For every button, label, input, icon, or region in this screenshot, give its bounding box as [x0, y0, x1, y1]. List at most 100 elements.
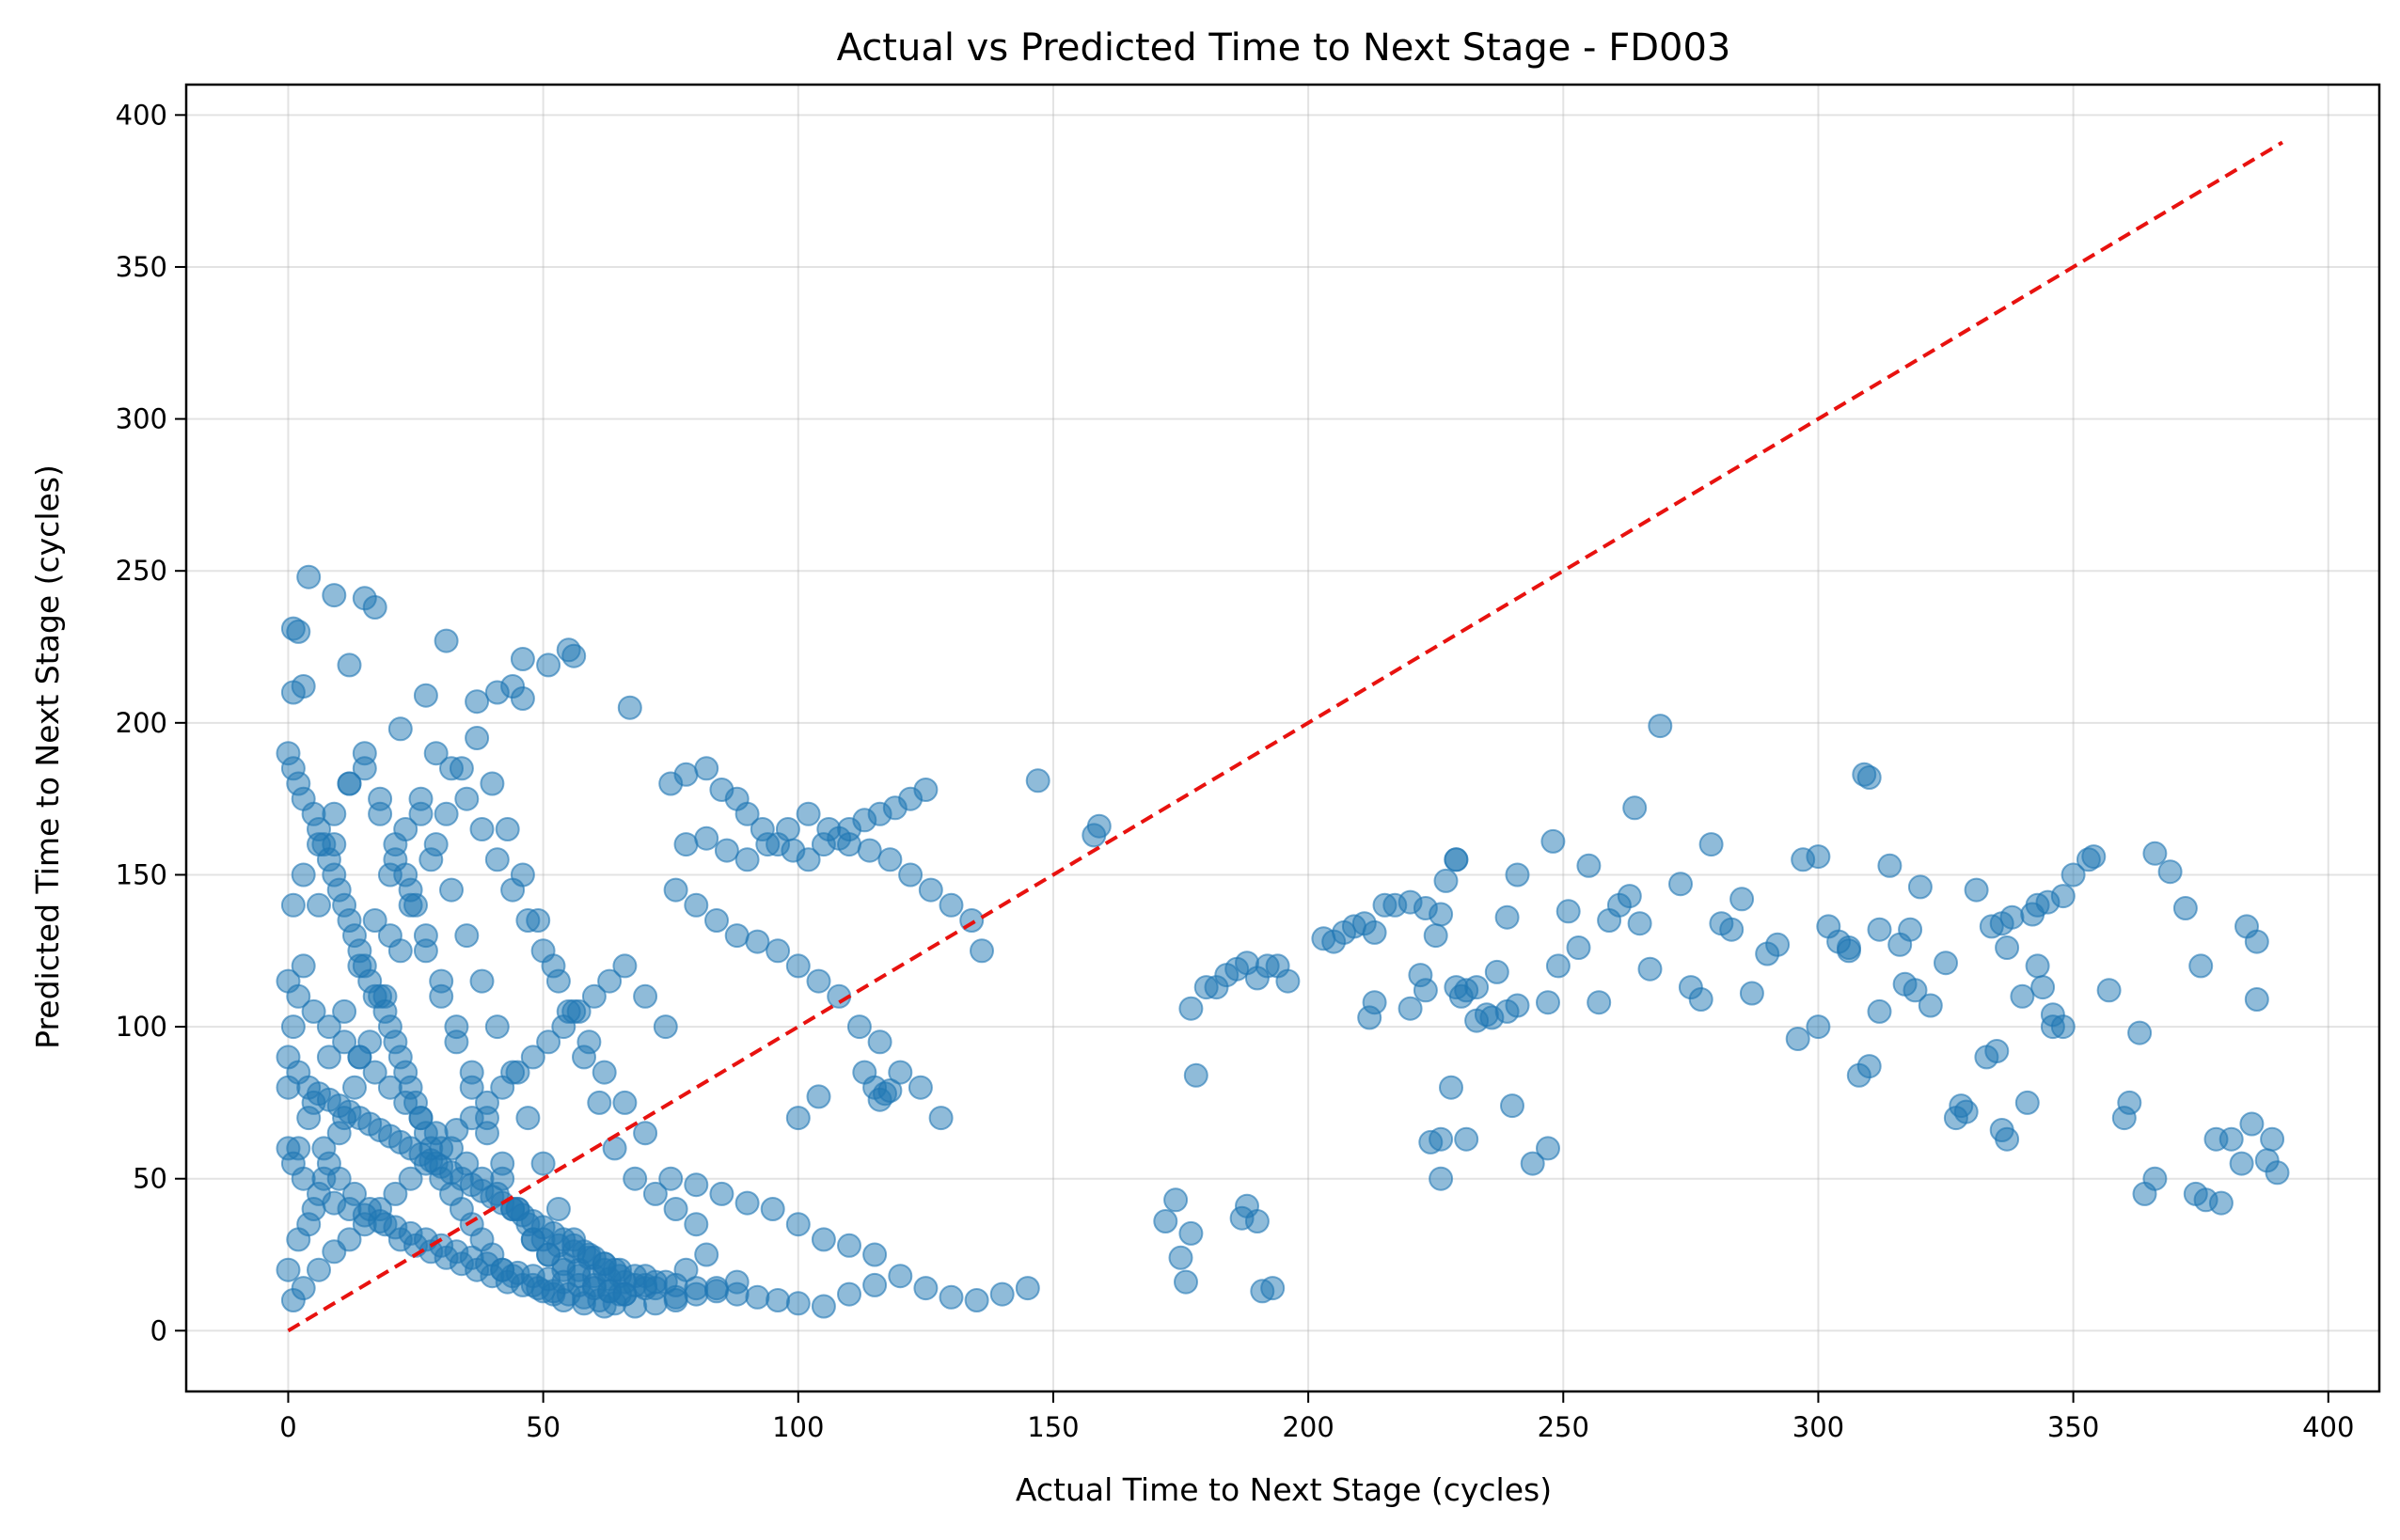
scatter-point	[766, 1288, 791, 1312]
scatter-point	[2244, 929, 2269, 954]
scatter-point	[377, 1075, 403, 1100]
y-tick-label: 50	[133, 1163, 167, 1195]
scatter-point	[1918, 993, 1943, 1018]
scatter-point	[1587, 990, 1612, 1015]
y-tick-label: 350	[116, 251, 167, 283]
scatter-point	[1423, 923, 1448, 949]
scatter-point	[1168, 1245, 1193, 1270]
scatter-point	[2014, 1090, 2040, 1115]
scatter-point	[663, 1272, 688, 1297]
scatter-point	[2188, 953, 2214, 979]
scatter-point	[1566, 935, 1591, 960]
scatter-point	[1953, 1099, 1979, 1124]
scatter-point	[2244, 987, 2269, 1012]
scatter-point	[1505, 862, 1530, 888]
scatter-point	[1429, 1166, 1454, 1191]
scatter-point	[408, 786, 434, 811]
scatter-point	[1397, 996, 1423, 1021]
scatter-point	[684, 1212, 709, 1237]
scatter-point	[500, 1060, 526, 1085]
scatter-point	[1444, 847, 1469, 872]
scatter-point	[2117, 1090, 2142, 1115]
scatter-point	[301, 998, 326, 1024]
scatter-point	[1540, 828, 1566, 854]
scatter-point	[1739, 981, 1764, 1006]
scatter-point	[1867, 998, 1892, 1024]
scatter-point	[837, 1281, 861, 1307]
scatter-point	[1429, 1126, 1454, 1152]
scatter-point	[862, 1272, 888, 1297]
scatter-point	[745, 929, 770, 954]
x-tick-label: 400	[2302, 1411, 2354, 1443]
scatter-point	[602, 1257, 627, 1282]
chart-title: Actual vs Predicted Time to Next Stage -…	[837, 26, 1731, 70]
scatter-point	[642, 1269, 668, 1295]
scatter-point	[642, 1181, 668, 1206]
scatter-point	[1153, 1209, 1178, 1234]
scatter-point	[510, 686, 535, 711]
scatter-point	[1183, 1062, 1208, 1088]
scatter-point	[2050, 1014, 2076, 1040]
grid-lines	[186, 85, 2379, 1391]
scatter-point	[1536, 990, 1560, 1015]
y-tick-label: 300	[116, 403, 167, 435]
scatter-point	[785, 1106, 811, 1131]
scatter-point	[1617, 884, 1642, 909]
scatter-point	[734, 1190, 760, 1216]
scatter-point	[1178, 1220, 1204, 1246]
scatter-point	[1964, 877, 1989, 903]
x-tick-label: 50	[526, 1411, 561, 1443]
scatter-point	[2265, 1160, 2290, 1186]
scatter-point	[709, 1181, 734, 1206]
scatter-point	[704, 908, 729, 933]
scatter-point	[556, 998, 581, 1024]
scatter-point	[408, 1106, 434, 1131]
scatter-point	[383, 1181, 408, 1206]
scatter-point	[444, 1029, 469, 1055]
y-tick-label: 400	[116, 99, 167, 131]
scatter-point	[724, 923, 750, 949]
scatter-point	[2025, 953, 2050, 979]
scatter-point	[307, 892, 331, 918]
scatter-point	[1362, 919, 1387, 945]
scatter-point	[939, 1284, 964, 1310]
scatter-point	[368, 801, 393, 826]
scatter-point	[775, 817, 800, 841]
scatter-point	[387, 716, 413, 742]
scatter-point	[439, 877, 464, 903]
scatter-point	[663, 1197, 688, 1221]
scatter-point	[597, 968, 623, 994]
scatter-point	[2218, 1126, 2244, 1152]
scatter-point	[398, 1166, 423, 1191]
scatter-point	[393, 1090, 418, 1115]
scatter-point	[1174, 1269, 1198, 1295]
scatter-point	[1086, 813, 1112, 839]
scatter-point	[2025, 892, 2050, 918]
scatter-point	[280, 680, 306, 705]
scatter-point	[326, 1166, 352, 1191]
scatter-point	[1439, 1075, 1463, 1100]
scatter-point	[276, 1257, 301, 1282]
scatter-point	[913, 778, 939, 802]
scatter-point	[1856, 1054, 1882, 1079]
scatter-point	[515, 1106, 541, 1131]
scatter-point	[337, 1227, 362, 1252]
scatter-point	[439, 1136, 464, 1161]
scatter-point	[785, 1291, 811, 1316]
scatter-point	[307, 832, 331, 857]
scatter-point	[449, 756, 474, 781]
scatter-point	[372, 983, 398, 1009]
y-tick-label: 100	[116, 1011, 167, 1043]
scatter-point	[286, 619, 311, 644]
scatter-point	[587, 1090, 612, 1115]
scatter-point	[806, 968, 831, 994]
scatter-point	[383, 847, 408, 872]
scatter-point	[1984, 1039, 2010, 1063]
scatter-point	[714, 838, 739, 863]
scatter-point	[989, 1281, 1015, 1307]
scatter-point	[1648, 714, 1673, 739]
scatter-point	[495, 817, 520, 841]
scatter-point	[480, 771, 505, 796]
scatter-point	[1494, 904, 1520, 930]
